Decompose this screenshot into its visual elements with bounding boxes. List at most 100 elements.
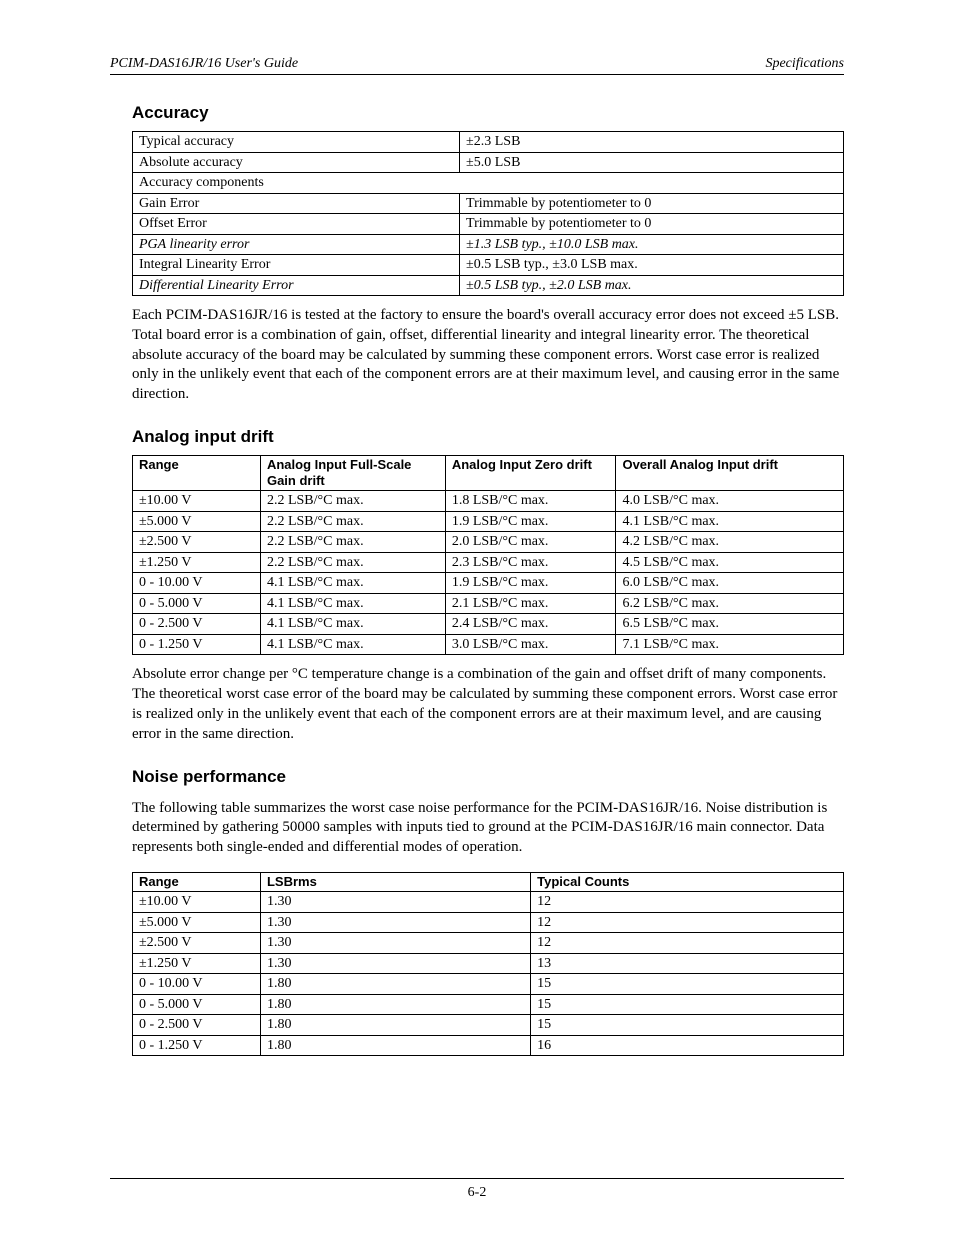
table-row: 0 - 10.00 V1.8015 <box>133 974 844 995</box>
table-cell: ±10.00 V <box>133 892 261 913</box>
header-left: PCIM-DAS16JR/16 User's Guide <box>110 56 298 72</box>
table-cell: 2.2 LSB/°C max. <box>260 491 445 512</box>
accuracy-paragraph: Each PCIM-DAS16JR/16 is tested at the fa… <box>132 306 844 405</box>
table-cell: 4.2 LSB/°C max. <box>616 532 844 553</box>
table-cell: 1.9 LSB/°C max. <box>445 511 616 532</box>
document-page: PCIM-DAS16JR/16 User's Guide Specificati… <box>0 0 954 1235</box>
table-cell: 4.1 LSB/°C max. <box>260 573 445 594</box>
table-cell: 0 - 1.250 V <box>133 1035 261 1056</box>
page-number: 6-2 <box>468 1185 487 1200</box>
table-cell: 0 - 2.500 V <box>133 1015 261 1036</box>
table-row: Integral Linearity Error±0.5 LSB typ., ±… <box>133 255 844 276</box>
table-cell: 15 <box>531 994 844 1015</box>
table-cell: ±5.0 LSB <box>460 152 844 173</box>
table-row: PGA linearity error±1.3 LSB typ., ±10.0 … <box>133 234 844 255</box>
table-row: Accuracy components <box>133 173 844 194</box>
table-cell: Trimmable by potentiometer to 0 <box>460 214 844 235</box>
table-row: ±2.500 V2.2 LSB/°C max.2.0 LSB/°C max.4.… <box>133 532 844 553</box>
drift-paragraph: Absolute error change per °C temperature… <box>132 665 844 744</box>
table-cell: 2.0 LSB/°C max. <box>445 532 616 553</box>
table-cell: 2.2 LSB/°C max. <box>260 532 445 553</box>
table-cell: 15 <box>531 974 844 995</box>
table-cell: 2.2 LSB/°C max. <box>260 511 445 532</box>
table-cell: 6.0 LSB/°C max. <box>616 573 844 594</box>
table-cell: Typical accuracy <box>133 132 460 153</box>
table-cell: 2.1 LSB/°C max. <box>445 593 616 614</box>
table-row: Absolute accuracy±5.0 LSB <box>133 152 844 173</box>
table-cell: 1.80 <box>260 1035 530 1056</box>
table-cell: 16 <box>531 1035 844 1056</box>
table-cell: Trimmable by potentiometer to 0 <box>460 193 844 214</box>
table-row: 0 - 2.500 V4.1 LSB/°C max.2.4 LSB/°C max… <box>133 614 844 635</box>
table-row: Offset ErrorTrimmable by potentiometer t… <box>133 214 844 235</box>
table-cell: 1.80 <box>260 994 530 1015</box>
section-title-accuracy: Accuracy <box>110 103 844 123</box>
table-cell: 3.0 LSB/°C max. <box>445 634 616 655</box>
table-row: ±10.00 V2.2 LSB/°C max.1.8 LSB/°C max.4.… <box>133 491 844 512</box>
table-cell: ±10.00 V <box>133 491 261 512</box>
table-row: ±1.250 V1.3013 <box>133 953 844 974</box>
table-cell: 0 - 5.000 V <box>133 994 261 1015</box>
table-cell: Absolute accuracy <box>133 152 460 173</box>
table-cell: 2.4 LSB/°C max. <box>445 614 616 635</box>
table-cell: PGA linearity error <box>133 234 460 255</box>
table-cell: 1.9 LSB/°C max. <box>445 573 616 594</box>
table-cell: ±1.250 V <box>133 552 261 573</box>
table-cell: 1.30 <box>260 912 530 933</box>
table-cell: ±5.000 V <box>133 912 261 933</box>
table-cell: ±1.250 V <box>133 953 261 974</box>
table-row: ±2.500 V1.3012 <box>133 933 844 954</box>
table-cell: 15 <box>531 1015 844 1036</box>
table-header-cell: Overall Analog Input drift <box>616 455 844 491</box>
page-header: PCIM-DAS16JR/16 User's Guide Specificati… <box>110 56 844 74</box>
table-header-cell: Analog Input Full-Scale Gain drift <box>260 455 445 491</box>
table-cell: ±0.5 LSB typ., ±2.0 LSB max. <box>460 275 844 296</box>
table-cell: 4.5 LSB/°C max. <box>616 552 844 573</box>
section-title-drift: Analog input drift <box>110 427 844 447</box>
table-cell: 0 - 2.500 V <box>133 614 261 635</box>
noise-paragraph: The following table summarizes the worst… <box>132 799 844 858</box>
table-cell: 0 - 10.00 V <box>133 573 261 594</box>
table-cell: 2.2 LSB/°C max. <box>260 552 445 573</box>
table-header-cell: LSBrms <box>260 873 530 892</box>
table-row: ±5.000 V1.3012 <box>133 912 844 933</box>
section-title-noise: Noise performance <box>110 767 844 787</box>
table-header-cell: Range <box>133 873 261 892</box>
table-cell: 1.8 LSB/°C max. <box>445 491 616 512</box>
table-row: 0 - 1.250 V1.8016 <box>133 1035 844 1056</box>
table-cell: 2.3 LSB/°C max. <box>445 552 616 573</box>
table-cell: 0 - 5.000 V <box>133 593 261 614</box>
table-header-cell: Typical Counts <box>531 873 844 892</box>
table-cell: 1.30 <box>260 933 530 954</box>
table-cell: 1.80 <box>260 1015 530 1036</box>
table-row: Gain ErrorTrimmable by potentiometer to … <box>133 193 844 214</box>
footer-rule <box>110 1178 844 1179</box>
table-cell: 12 <box>531 892 844 913</box>
table-row: 0 - 10.00 V4.1 LSB/°C max.1.9 LSB/°C max… <box>133 573 844 594</box>
table-cell: 4.1 LSB/°C max. <box>260 614 445 635</box>
table-row: 0 - 5.000 V4.1 LSB/°C max.2.1 LSB/°C max… <box>133 593 844 614</box>
table-cell: ±0.5 LSB typ., ±3.0 LSB max. <box>460 255 844 276</box>
table-row: ±5.000 V2.2 LSB/°C max.1.9 LSB/°C max.4.… <box>133 511 844 532</box>
drift-table: RangeAnalog Input Full-Scale Gain driftA… <box>132 455 844 656</box>
table-cell: 13 <box>531 953 844 974</box>
table-row: Differential Linearity Error±0.5 LSB typ… <box>133 275 844 296</box>
table-cell: 6.2 LSB/°C max. <box>616 593 844 614</box>
page-footer: 6-2 <box>0 1178 954 1201</box>
table-cell: ±2.3 LSB <box>460 132 844 153</box>
table-cell: Offset Error <box>133 214 460 235</box>
table-cell: 7.1 LSB/°C max. <box>616 634 844 655</box>
table-cell: 1.80 <box>260 974 530 995</box>
table-cell: ±1.3 LSB typ., ±10.0 LSB max. <box>460 234 844 255</box>
table-cell: 1.30 <box>260 892 530 913</box>
table-cell: 0 - 10.00 V <box>133 974 261 995</box>
table-cell: 4.1 LSB/°C max. <box>260 593 445 614</box>
noise-table: RangeLSBrmsTypical Counts ±10.00 V1.3012… <box>132 872 844 1056</box>
table-cell: 4.1 LSB/°C max. <box>616 511 844 532</box>
table-cell: Differential Linearity Error <box>133 275 460 296</box>
table-cell: Gain Error <box>133 193 460 214</box>
table-cell: 12 <box>531 933 844 954</box>
header-rule <box>110 74 844 75</box>
table-cell: 0 - 1.250 V <box>133 634 261 655</box>
table-cell: 4.1 LSB/°C max. <box>260 634 445 655</box>
